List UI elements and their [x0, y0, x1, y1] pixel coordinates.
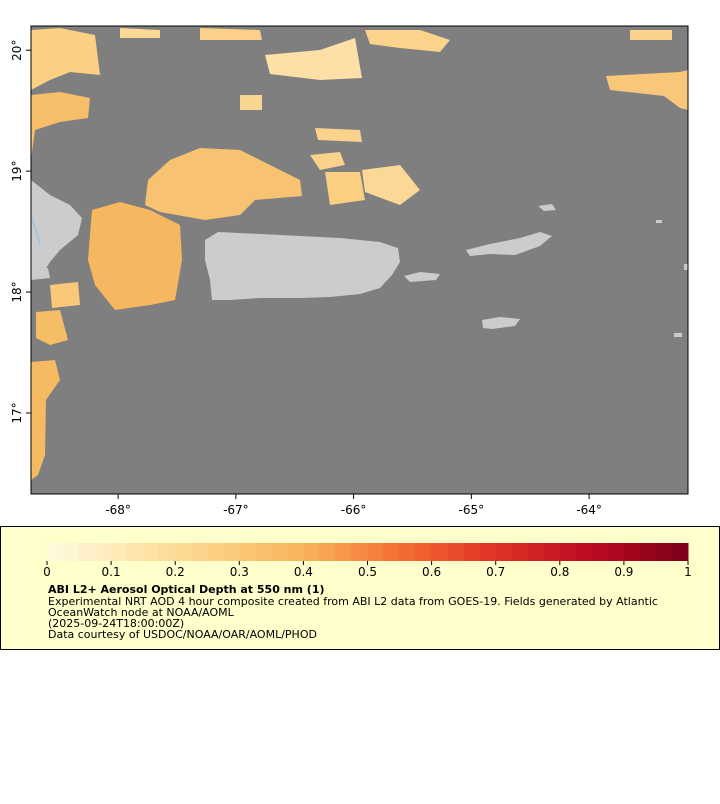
colorbar-tick-label: 0 — [43, 565, 51, 579]
x-tick-label: -68° — [105, 503, 131, 517]
colorbar-step — [463, 543, 481, 561]
colorbar-step — [239, 543, 256, 561]
y-tick-label: 18° — [10, 281, 24, 302]
colorbar-step — [63, 543, 80, 561]
y-tick-label: 19° — [10, 160, 24, 181]
colorbar-step — [431, 543, 449, 561]
colorbar-step — [159, 543, 176, 561]
colorbar: 0 0.1 0.2 0.3 0.4 0.5 0.6 0.7 0.8 0.9 1 — [43, 543, 692, 579]
x-tick-label: -64° — [576, 503, 602, 517]
colorbar-step — [495, 543, 513, 561]
colorbar-tick-label: 0.3 — [230, 565, 249, 579]
colorbar-step — [559, 543, 577, 561]
colorbar-step — [623, 543, 641, 561]
colorbar-step — [367, 543, 385, 561]
colorbar-step — [511, 543, 529, 561]
colorbar-step — [543, 543, 561, 561]
colorbar-tick-label: 0.1 — [102, 565, 121, 579]
colorbar-step — [207, 543, 224, 561]
colorbar-step — [591, 543, 609, 561]
colorbar-step — [671, 543, 689, 561]
colorbar-step — [479, 543, 497, 561]
x-tick-label: -65° — [459, 503, 485, 517]
legend-panel: 0 0.1 0.2 0.3 0.4 0.5 0.6 0.7 0.8 0.9 1 ABI L2+ Ae… — [0, 526, 720, 650]
colorbar-step — [415, 543, 433, 561]
caption-line: (2025-09-24T18:00:00Z) — [48, 617, 184, 630]
x-tick-label: -67° — [223, 503, 249, 517]
colorbar-step — [335, 543, 352, 561]
caption-line: Experimental NRT AOD 4 hour composite cr… — [48, 595, 658, 608]
colorbar-step — [47, 543, 64, 561]
colorbar-step — [111, 543, 128, 561]
colorbar-step — [223, 543, 240, 561]
land — [31, 180, 688, 337]
x-tick-label: -66° — [341, 503, 367, 517]
colorbar-step — [95, 543, 112, 561]
colorbar-tick-label: 0.8 — [550, 565, 569, 579]
colorbar-step — [655, 543, 673, 561]
y-tick-label: 20° — [10, 40, 24, 61]
colorbar-step — [607, 543, 625, 561]
colorbar-step — [271, 543, 288, 561]
colorbar-step — [287, 543, 304, 561]
colorbar-step — [127, 543, 144, 561]
colorbar-step — [191, 543, 208, 561]
map: -68° -67° -66° -65° -64° 17° 18° 19° 20° — [10, 25, 689, 517]
colorbar-tick-label: 0.2 — [166, 565, 185, 579]
colorbar-tick-label: 0.7 — [486, 565, 505, 579]
colorbar-step — [175, 543, 192, 561]
map-frame — [30, 25, 689, 495]
colorbar-step — [399, 543, 417, 561]
colorbar-step — [383, 543, 401, 561]
caption-title: ABI L2+ Aerosol Optical Depth at 550 nm … — [48, 583, 325, 596]
river — [30, 214, 41, 246]
caption-line: Data courtesy of USDOC/NOAA/OAR/AOML/PHO… — [48, 628, 317, 641]
colorbar-step — [575, 543, 593, 561]
colorbar-tick-label: 1 — [684, 565, 692, 579]
colorbar-step — [303, 543, 320, 561]
colorbar-tick-label: 0.4 — [294, 565, 313, 579]
y-tick-label: 17° — [10, 402, 24, 423]
colorbar-tick-label: 0.6 — [422, 565, 441, 579]
colorbar-step — [447, 543, 465, 561]
aerosol-patches — [31, 28, 688, 480]
colorbar-step — [143, 543, 160, 561]
colorbar-step — [319, 543, 336, 561]
colorbar-step — [351, 543, 368, 561]
caption-line: OceanWatch node at NOAA/AOML — [48, 606, 235, 619]
colorbar-step — [255, 543, 272, 561]
colorbar-step — [639, 543, 657, 561]
colorbar-tick-label: 0.5 — [358, 565, 377, 579]
colorbar-tick-label: 0.9 — [614, 565, 633, 579]
colorbar-step — [527, 543, 545, 561]
colorbar-step — [79, 543, 96, 561]
